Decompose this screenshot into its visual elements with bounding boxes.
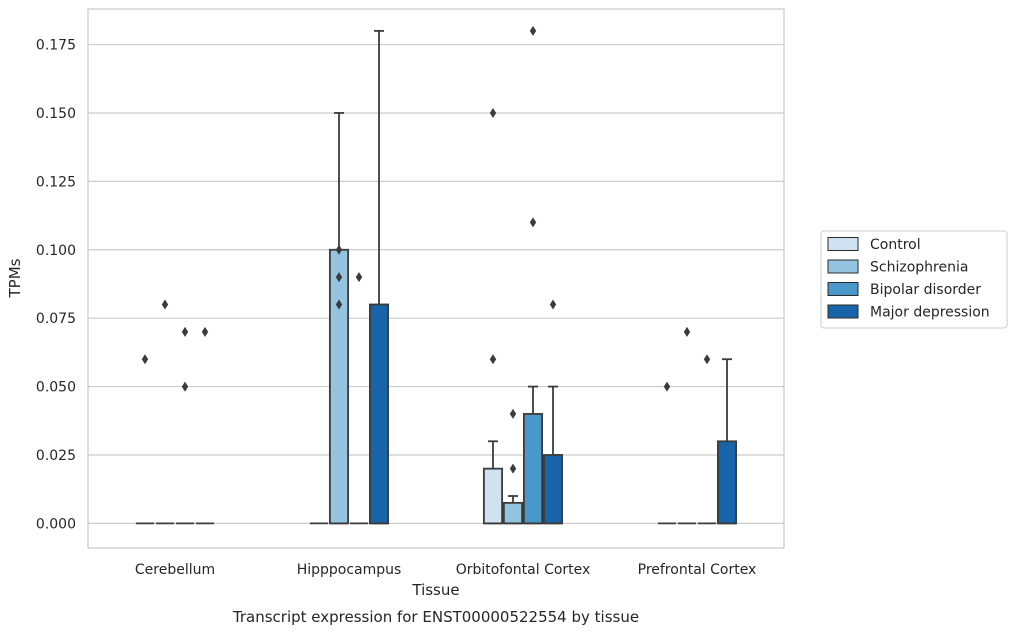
box-2-2 [523,25,544,525]
legend-label: Major depression [870,305,990,321]
iqr-box [523,413,544,525]
iqr-box [328,248,350,525]
outlier-point [335,244,343,255]
box-0-1 [155,299,175,525]
iqr-box [369,303,390,525]
box-layer [135,25,738,525]
iqr-box [543,454,564,525]
box-3-0 [657,381,677,525]
outlier-point [335,299,343,310]
outlier-point [141,354,149,365]
box-0-2 [175,326,195,525]
x-tick-labels: Cerebellum Hipppocampus Orbitofontal Corte… [135,562,756,578]
box-3-3 [717,358,738,525]
outlier-point [181,381,189,392]
box-3-2 [697,354,717,525]
outlier-point [683,326,691,337]
iqr-box [717,440,738,525]
legend-frame [820,230,1008,329]
legend: Control Schizophrenia Bipolar disorder Majo… [820,230,1008,329]
y-tick-label: 0.125 [36,174,76,190]
outlier-point [355,272,363,283]
legend-swatch [827,237,859,251]
x-tick-label: Cerebellum [135,562,215,578]
y-axis-label: TPMs [6,258,24,298]
outlier-point [703,354,711,365]
outlier-point [509,463,517,474]
y-tick-label: 0.075 [36,311,76,327]
outlier-point [663,381,671,392]
outlier-point [529,217,537,228]
y-tick-label: 0.025 [36,448,76,464]
outlier-point [529,25,537,36]
x-axis-label: Tissue [411,581,459,599]
legend-label: Control [870,237,921,253]
legend-swatch [827,259,859,274]
box-3-1 [677,326,697,525]
box-2-3 [543,299,564,525]
box-1-3 [369,29,390,525]
y-tick-label: 0.050 [36,380,76,396]
box-1-1 [328,112,350,525]
legend-label: Schizophrenia [870,260,968,276]
outlier-point [335,272,343,283]
legend-swatch [827,282,859,296]
outlier-point [181,326,189,337]
x-tick-label: Hipppocampus [297,562,402,578]
outlier-point [489,107,497,118]
iqr-box [502,501,524,525]
outlier-point [509,408,517,419]
y-tick-labels: 0.000 0.025 0.050 0.075 0.100 0.125 0.150 0.175 [36,38,76,533]
y-tick-label: 0.175 [36,38,76,54]
outlier-point [201,326,209,337]
outlier-point [549,299,557,310]
box-2-1 [502,408,524,525]
outlier-point [489,354,497,365]
box-1-2 [349,272,369,525]
box-0-3 [195,326,215,525]
box-0-0 [135,354,155,525]
outlier-point [161,299,169,310]
plot-area [87,8,785,549]
box-2-0 [482,107,503,525]
x-tick-label: Prefrontal Cortex [638,562,757,578]
y-tick-label: 0.150 [36,106,76,122]
y-tick-label: 0.100 [36,243,76,259]
grid-layer [88,43,784,524]
legend-swatch [827,304,859,319]
legend-label: Bipolar disorder [870,282,981,298]
y-tick-label: 0.000 [36,516,76,532]
chart-caption: Transcript expression for ENST0000052255… [232,608,639,626]
iqr-box [482,467,503,525]
x-tick-label: Orbitofontal Cortex [456,562,591,578]
